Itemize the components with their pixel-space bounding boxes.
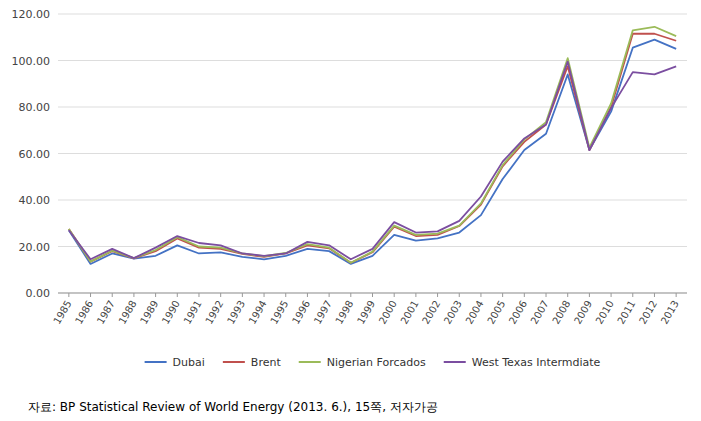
x-tick: [546, 293, 547, 297]
x-tick: [242, 293, 243, 297]
x-tick: [459, 293, 460, 297]
legend-item: Nigerian Forcados: [299, 356, 426, 369]
x-tick-label: 2012: [637, 299, 659, 327]
x-tick: [437, 293, 438, 297]
legend-swatch: [223, 361, 245, 363]
x-tick-label: 1996: [290, 299, 312, 327]
x-tick-label: 1988: [116, 299, 138, 327]
x-tick-label: 2011: [615, 299, 637, 327]
x-tick: [480, 293, 481, 297]
x-tick-label: 2007: [528, 299, 550, 327]
lines: [69, 27, 676, 264]
x-tick-label: 1986: [73, 299, 95, 327]
series-line: [69, 62, 676, 260]
legend-label: Brent: [251, 356, 282, 369]
grid-line: [58, 60, 687, 61]
x-tick-label: 2008: [550, 299, 572, 327]
legend-swatch: [145, 361, 167, 363]
x-tick: [329, 293, 330, 297]
legend-swatch: [299, 361, 321, 363]
x-tick: [112, 293, 113, 297]
x-tick-label: 1993: [225, 299, 247, 327]
x-tick-label: 2009: [572, 299, 594, 327]
x-tick-label: 1985: [51, 299, 73, 327]
grid-line: [58, 14, 687, 15]
grid-line: [58, 107, 687, 108]
x-tick-label: 2001: [398, 299, 420, 327]
x-tick-label: 1990: [160, 299, 182, 327]
x-tick: [68, 293, 69, 297]
legend-item: Brent: [223, 356, 282, 369]
grid-line: [58, 200, 687, 201]
x-tick-label: 1987: [95, 299, 117, 327]
x-tick-label: 2004: [463, 299, 485, 327]
x-tick: [654, 293, 655, 297]
grid-line: [58, 246, 687, 247]
y-grid: [58, 14, 687, 293]
x-tick: [177, 293, 178, 297]
x-tick: [502, 293, 503, 297]
x-tick-label: 1989: [138, 299, 160, 327]
x-tick: [567, 293, 568, 297]
legend-item: Dubai: [145, 356, 205, 369]
x-tick-label: 2003: [442, 299, 464, 327]
y-tick-label: 40.00: [19, 194, 51, 207]
legend-item: West Texas Intermdiate: [444, 356, 601, 369]
x-tick-label: 1999: [355, 299, 377, 327]
x-tick: [589, 293, 590, 297]
x-tick-label: 2010: [594, 299, 616, 327]
y-tick-label: 60.00: [19, 148, 51, 161]
x-tick: [632, 293, 633, 297]
x-tick-label: 1997: [312, 299, 334, 327]
caption: 자료: BP Statistical Review of World Energ…: [28, 400, 438, 414]
legend-swatch: [444, 361, 466, 363]
x-tick-label: 2005: [485, 299, 507, 327]
series-line: [69, 40, 676, 264]
legend: Dubai Brent Nigerian Forcados West Texas In…: [145, 356, 601, 369]
legend-label: Dubai: [173, 356, 205, 369]
grid-line: [58, 153, 687, 154]
y-tick-label: 100.00: [12, 55, 51, 68]
x-tick: [394, 293, 395, 297]
x-tick: [133, 293, 134, 297]
x-tick: [676, 293, 677, 297]
x-tick: [90, 293, 91, 297]
x-tick: [307, 293, 308, 297]
x-tick: [264, 293, 265, 297]
y-tick-label: 0.00: [26, 287, 51, 300]
x-tick-label: 2013: [659, 299, 681, 327]
x-tick: [415, 293, 416, 297]
y-tick-label: 80.00: [19, 101, 51, 114]
x-tick: [611, 293, 612, 297]
x-tick: [372, 293, 373, 297]
y-tick-label: 120.00: [12, 8, 51, 21]
x-tick-label: 2006: [507, 299, 529, 327]
chart: 0.00 20.00 40.00 60.00 80.00 100.00 120.00 1985…: [0, 0, 701, 421]
x-tick-label: 1991: [181, 299, 203, 327]
x-tick-label: 1995: [268, 299, 290, 327]
x-tick: [198, 293, 199, 297]
x-tick: [285, 293, 286, 297]
x-tick-label: 2000: [377, 299, 399, 327]
x-tick-label: 2002: [420, 299, 442, 327]
legend-label: West Texas Intermdiate: [472, 356, 601, 369]
x-tick-label: 1992: [203, 299, 225, 327]
x-tick-label: 1994: [247, 299, 269, 327]
legend-label: Nigerian Forcados: [327, 356, 426, 369]
x-tick: [220, 293, 221, 297]
x-tick: [350, 293, 351, 297]
series-line: [69, 27, 676, 263]
x-tick: [524, 293, 525, 297]
x-tick-label: 1998: [333, 299, 355, 327]
series-line: [69, 34, 676, 263]
x-tick: [155, 293, 156, 297]
y-tick-label: 20.00: [19, 241, 51, 254]
